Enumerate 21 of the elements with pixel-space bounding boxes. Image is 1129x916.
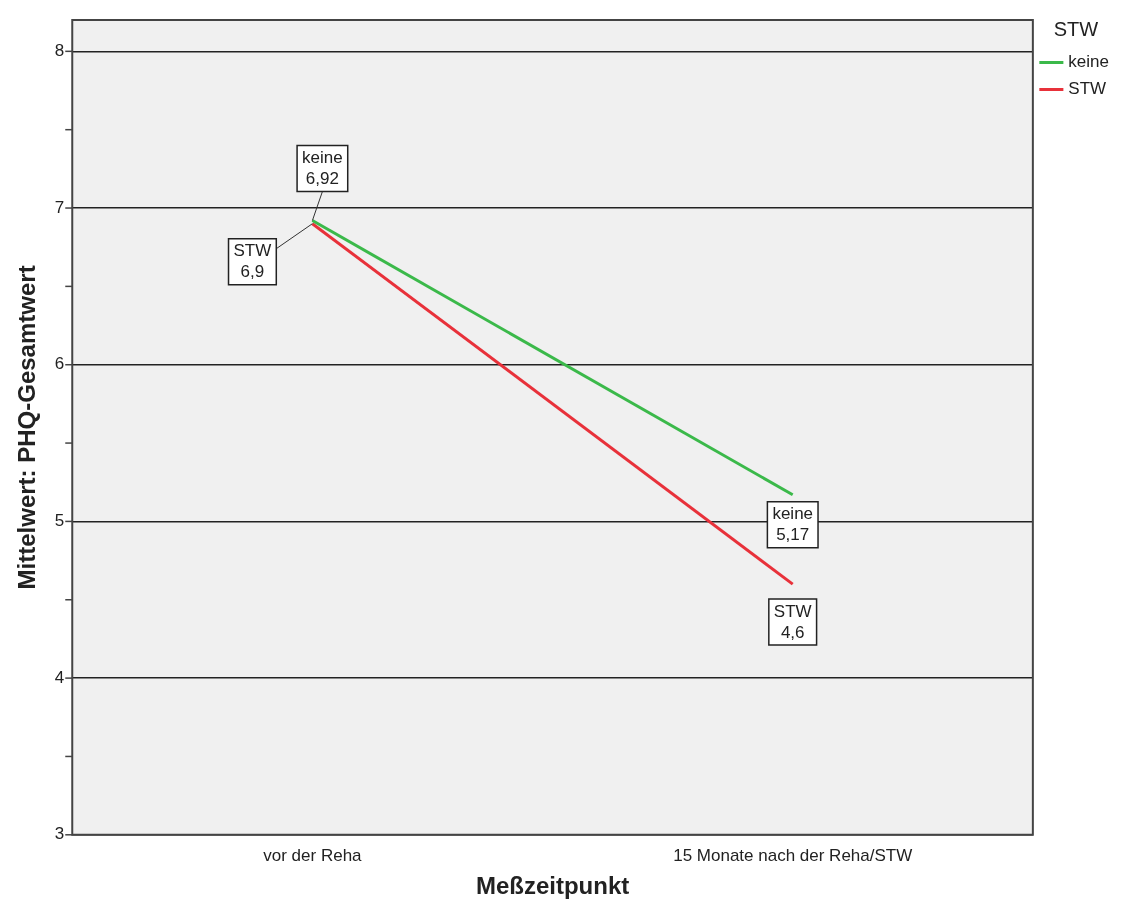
y-tick-label: 4 xyxy=(54,667,65,687)
text: keine xyxy=(302,148,343,168)
y-tick-label: 7 xyxy=(54,197,65,217)
text: STW xyxy=(233,241,272,261)
data-label: 5,17 xyxy=(776,525,810,545)
y-tick-label: 8 xyxy=(54,41,65,61)
y-tick-label: 3 xyxy=(54,824,65,844)
x-tick-label: vor der Reha xyxy=(263,845,363,865)
y-tick-label: 6 xyxy=(54,354,65,374)
text: STW xyxy=(773,601,812,621)
x-axis-title: Meßzeitpunkt xyxy=(475,872,630,900)
y-tick-label: 5 xyxy=(54,511,65,531)
legend-title: STW xyxy=(1053,17,1099,40)
data-label: 6,92 xyxy=(305,169,339,189)
text: keine xyxy=(772,504,814,524)
data-label: 6,9 xyxy=(240,262,265,282)
data-label: 4,6 xyxy=(780,622,805,642)
legend-label: keine xyxy=(1068,52,1109,72)
y-axis-title: Mittelwert: PHQ-Gesamtwert xyxy=(13,265,41,590)
legend-label: STW xyxy=(1068,79,1107,99)
x-tick-label: 15 Monate nach der Reha/STW xyxy=(673,845,913,865)
